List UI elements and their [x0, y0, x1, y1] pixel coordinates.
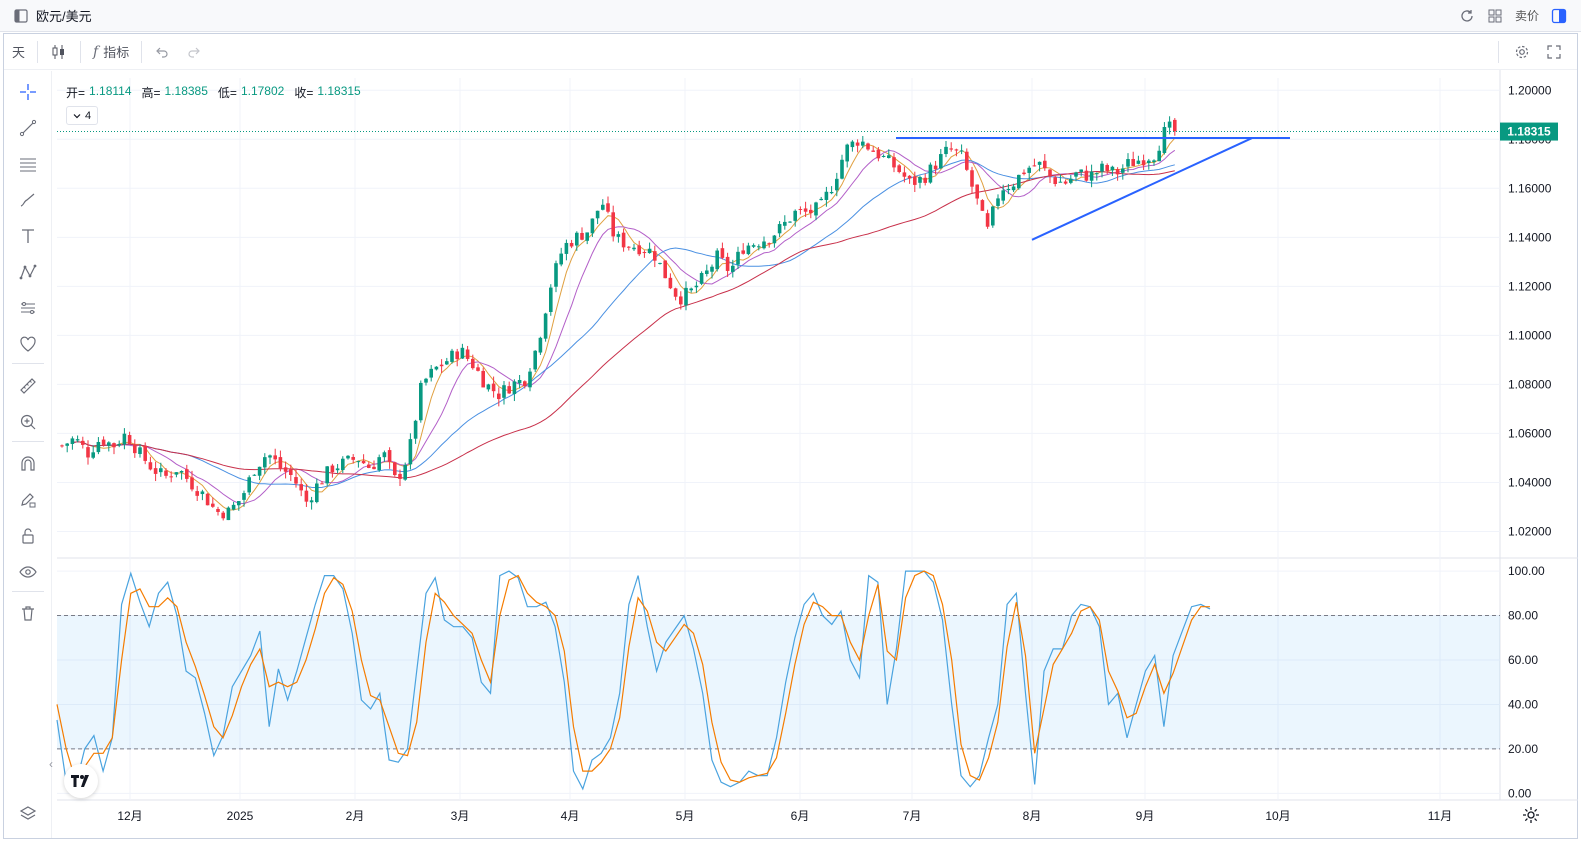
interval-label: 天 — [12, 45, 26, 60]
brush-tool[interactable] — [14, 186, 42, 214]
lock-tool[interactable] — [14, 522, 42, 550]
tradingview-logo[interactable] — [64, 764, 98, 798]
panel-toggle-icon[interactable] — [1551, 8, 1567, 24]
open-label: 开= — [66, 86, 86, 100]
indicators-button[interactable]: 𝑓 指标 — [85, 39, 137, 65]
toolbar-divider — [80, 40, 82, 63]
fib-retracement-icon — [18, 154, 38, 174]
magnet-icon — [18, 454, 38, 474]
delete-tool[interactable] — [14, 599, 42, 627]
layers-icon — [18, 804, 38, 824]
candles-type-button[interactable] — [42, 39, 76, 65]
high-label: 高= — [141, 86, 161, 100]
chart-frame — [3, 33, 1578, 839]
crosshair-icon — [18, 82, 38, 102]
undo-button[interactable] — [146, 39, 178, 65]
open-value: 1.18114 — [89, 84, 132, 98]
grid-layout-icon[interactable] — [1487, 8, 1503, 24]
trash-icon — [18, 603, 38, 623]
pattern-icon — [18, 262, 38, 282]
forecast-icon — [18, 298, 38, 318]
close-value: 1.18315 — [317, 84, 361, 98]
toolbar-divider — [37, 40, 39, 63]
fullscreen-icon[interactable] — [1541, 39, 1567, 65]
undo-icon — [154, 44, 170, 60]
pattern-tool[interactable] — [14, 258, 42, 286]
favorites-tool[interactable] — [14, 330, 42, 358]
toolbar-divider — [141, 40, 143, 63]
measure-tool[interactable] — [14, 372, 42, 400]
heart-icon — [18, 334, 38, 354]
visibility-tool[interactable] — [14, 558, 42, 586]
text-tool[interactable] — [14, 222, 42, 250]
object-tree-tool[interactable] — [14, 800, 42, 828]
fib-tool[interactable] — [14, 150, 42, 178]
drawing-toolbar — [4, 71, 52, 838]
candles-icon — [50, 43, 68, 61]
trade-label[interactable]: 卖价 — [1514, 9, 1539, 23]
sidebar-divider — [12, 441, 44, 442]
magnet-tool[interactable] — [14, 450, 42, 478]
function-icon: 𝑓 — [93, 43, 99, 60]
redo-button[interactable] — [178, 39, 210, 65]
axis-settings-icon[interactable] — [1522, 806, 1540, 824]
sidebar-divider — [12, 591, 44, 592]
sidebar-toggle-icon[interactable] — [14, 8, 28, 23]
ohlc-legend: 开= 1.18114 高= 1.18385 低= 1.17802 收= 1.18315 — [66, 84, 367, 101]
zoom-in-icon — [18, 412, 38, 432]
brush-icon — [18, 190, 38, 210]
drawing-mode-tool[interactable] — [14, 486, 42, 514]
refresh-icon[interactable] — [1459, 8, 1475, 24]
trendline-icon — [18, 118, 38, 138]
indicators-collapse-button[interactable]: 4 — [66, 106, 98, 125]
indicators-label: 指标 — [103, 45, 130, 60]
title-bar: 欧元/美元 卖价 — [0, 0, 1581, 32]
unlock-icon — [18, 526, 38, 546]
chart-toolbar: 天 𝑓 指标 — [4, 34, 1577, 70]
indicators-count: 4 — [84, 109, 92, 122]
chevron-down-icon — [73, 112, 81, 120]
high-value: 1.18385 — [164, 84, 208, 98]
low-label: 低= — [217, 86, 237, 100]
zoom-tool[interactable] — [14, 408, 42, 436]
forecast-tool[interactable] — [14, 294, 42, 322]
toolbar-divider — [1498, 40, 1499, 63]
trendline-tool[interactable] — [14, 114, 42, 142]
settings-icon[interactable] — [1509, 39, 1535, 65]
eye-icon — [18, 562, 38, 582]
chevron-left-icon[interactable]: ‹ — [49, 757, 53, 771]
ruler-icon — [18, 376, 38, 396]
low-value: 1.17802 — [240, 84, 285, 98]
text-icon — [18, 226, 38, 246]
close-label: 收= — [294, 86, 314, 100]
redo-icon — [186, 44, 202, 60]
pencil-lock-icon — [18, 490, 38, 510]
interval-button[interactable]: 天 — [4, 39, 33, 65]
window-title: 欧元/美元 — [36, 9, 92, 24]
sidebar-divider — [12, 363, 44, 364]
crosshair-tool[interactable] — [14, 78, 42, 106]
